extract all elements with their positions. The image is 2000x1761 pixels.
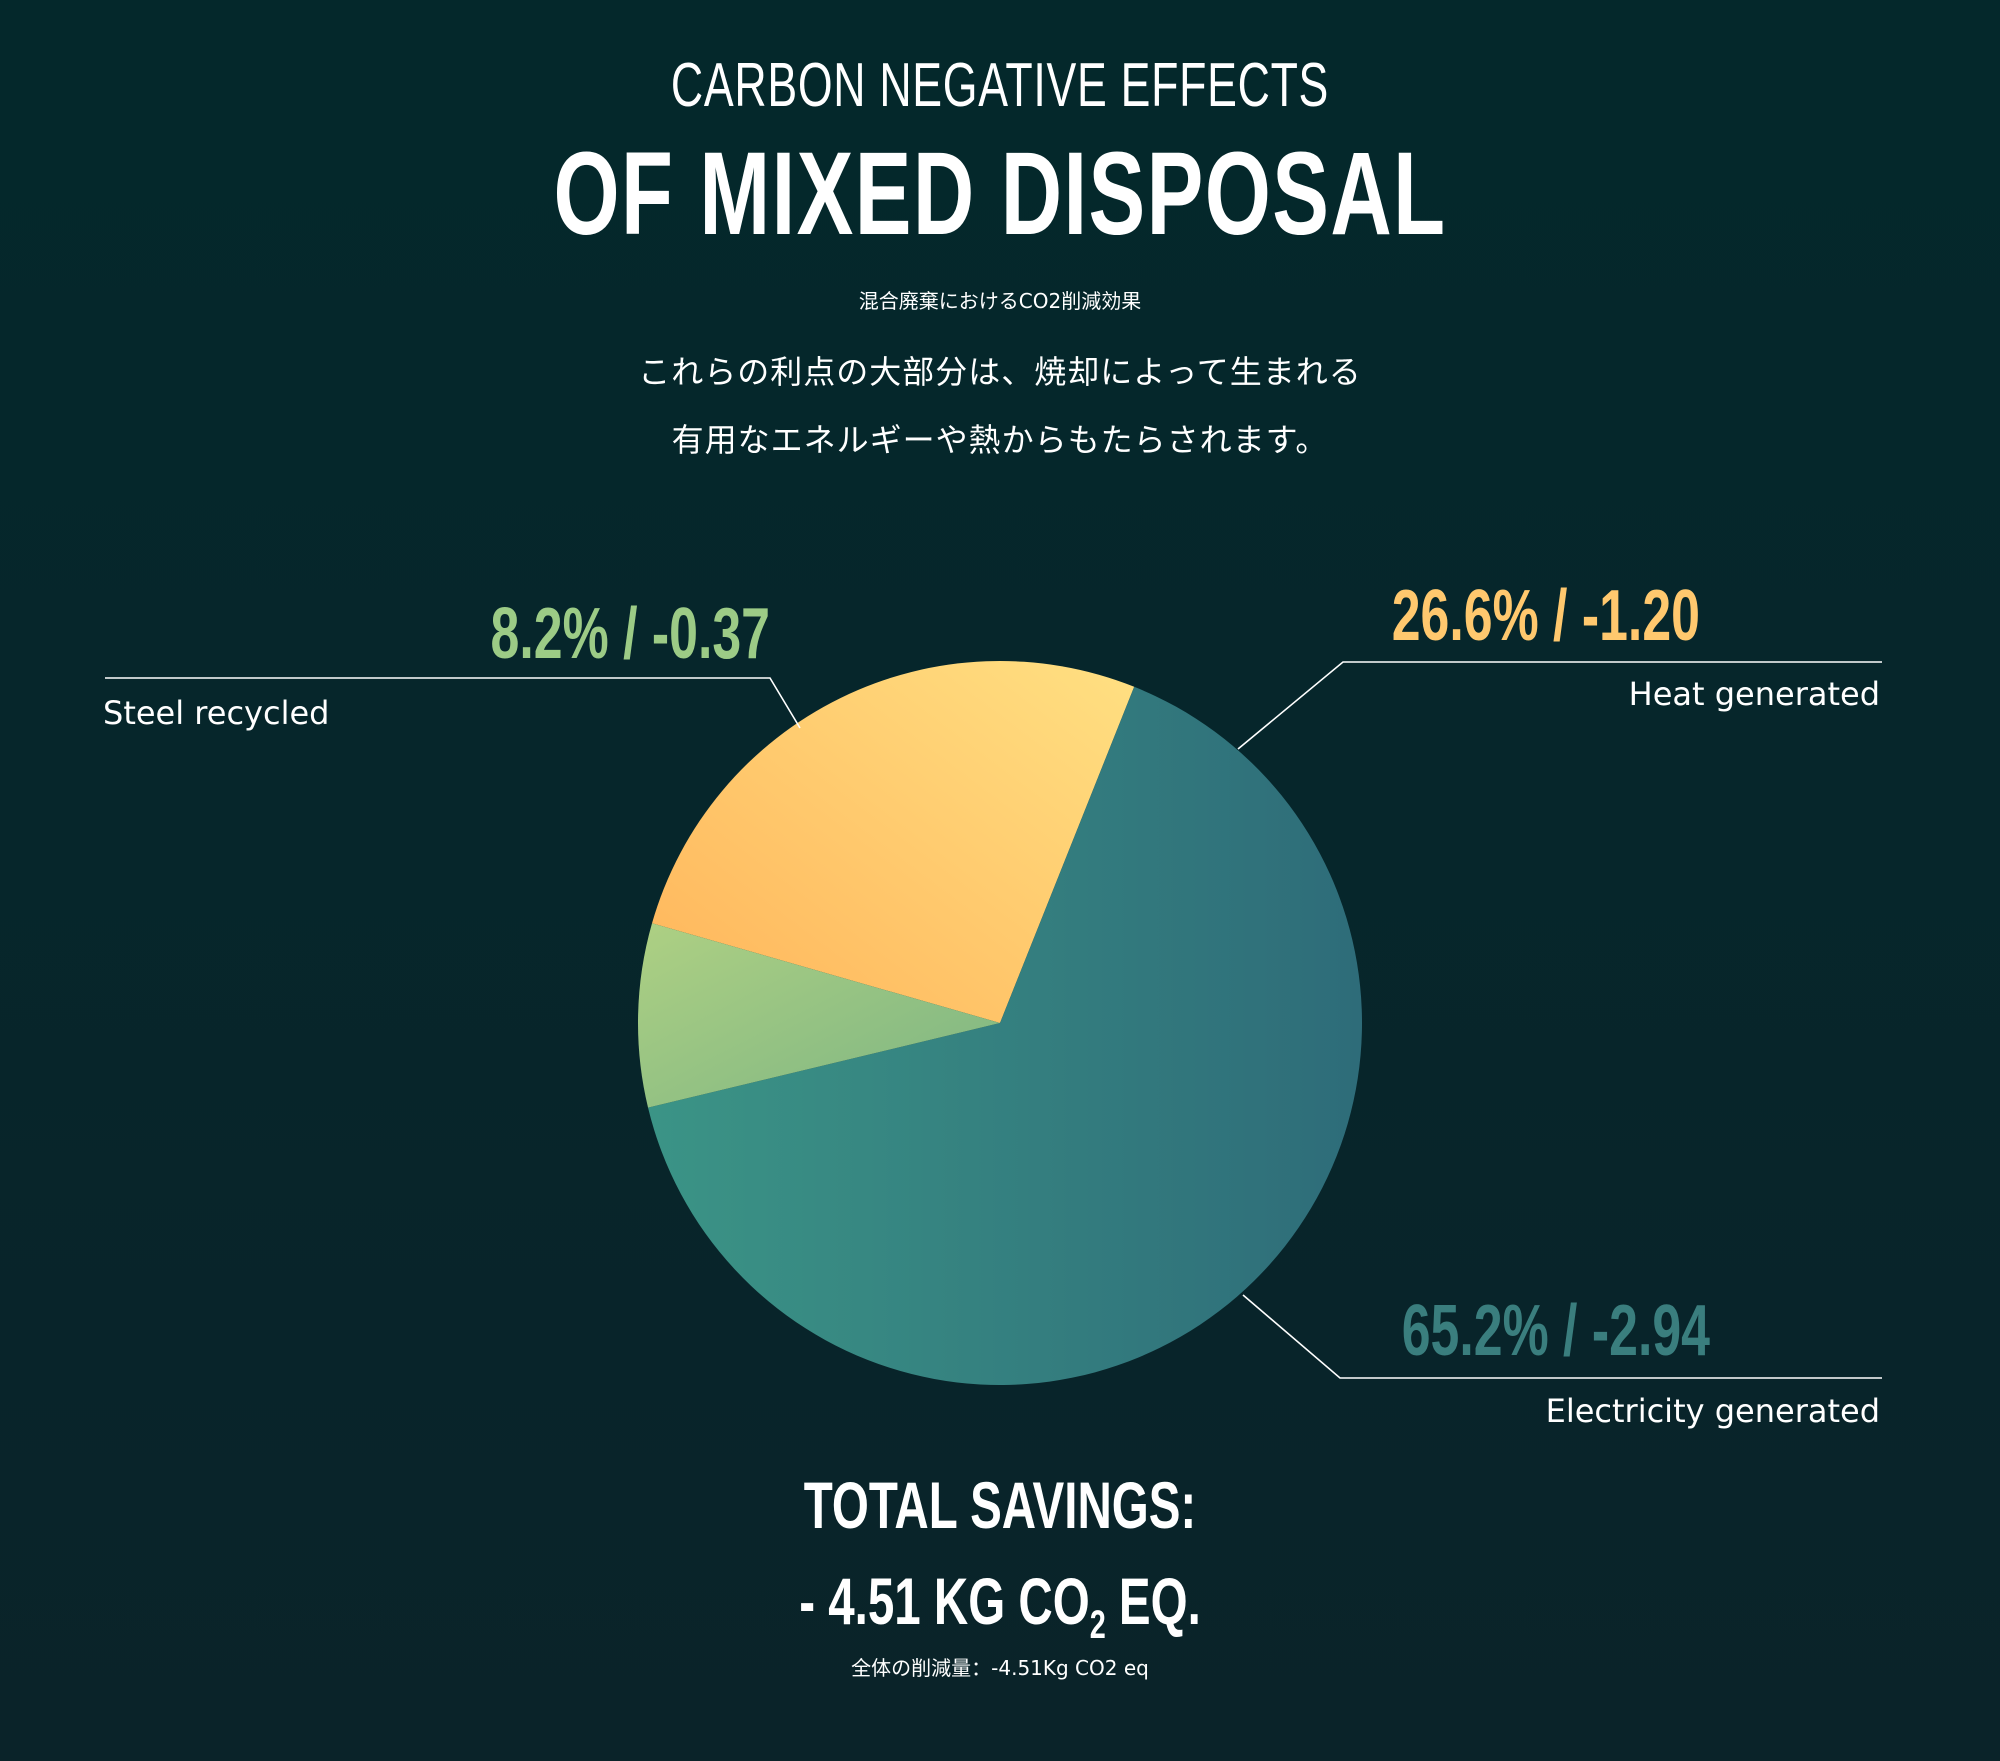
pie-slices bbox=[637, 660, 1362, 1385]
slice-value-label: 8.2% / -0.37 bbox=[491, 594, 770, 674]
slice-value-label: 26.6% / -1.20 bbox=[1392, 576, 1700, 656]
chart-subtitle-jp: 混合廃棄におけるCO2削減効果 bbox=[858, 289, 1142, 313]
slice-labels: 26.6% / -1.20 Heat generated 65.2% / -2.94… bbox=[103, 576, 1880, 1430]
slice-value-label: 65.2% / -2.94 bbox=[1402, 1291, 1710, 1371]
total-savings-label: TOTAL SAVINGS: bbox=[803, 1468, 1197, 1542]
total-value-subscript: 2 bbox=[1089, 1603, 1106, 1647]
leader-line bbox=[1242, 1294, 1882, 1379]
leader-line bbox=[105, 677, 801, 729]
description-line1: これらの利点の大部分は、焼却によって生まれる bbox=[638, 353, 1362, 391]
total-value-prefix: - 4.51 KG CO bbox=[799, 1564, 1090, 1638]
slice-category-label: Steel recycled bbox=[103, 694, 329, 732]
pie-slice-heat-generated bbox=[652, 660, 1135, 1023]
description-line2: 有用なエネルギーや熱からもたらされます。 bbox=[671, 421, 1329, 459]
pie-slice-electricity-generated bbox=[648, 686, 1362, 1385]
leader-line bbox=[1237, 661, 1882, 750]
leader-lines bbox=[105, 661, 1882, 1379]
slice-category-label: Electricity generated bbox=[1546, 1392, 1880, 1430]
slice-category-label: Heat generated bbox=[1629, 675, 1880, 713]
pie-slice-steel-recycled bbox=[637, 923, 1000, 1108]
chart-title-line2: OF MIXED DISPOSAL bbox=[553, 128, 1447, 260]
total-savings-note-jp: 全体の削減量：-4.51Kg CO2 eq bbox=[851, 1656, 1149, 1680]
chart-title-line1: CARBON NEGATIVE EFFECTS bbox=[670, 51, 1330, 120]
total-savings-value: - 4.51 KG CO2 EQ. bbox=[280, 1563, 1720, 1648]
total-value-suffix: EQ. bbox=[1105, 1564, 1201, 1638]
